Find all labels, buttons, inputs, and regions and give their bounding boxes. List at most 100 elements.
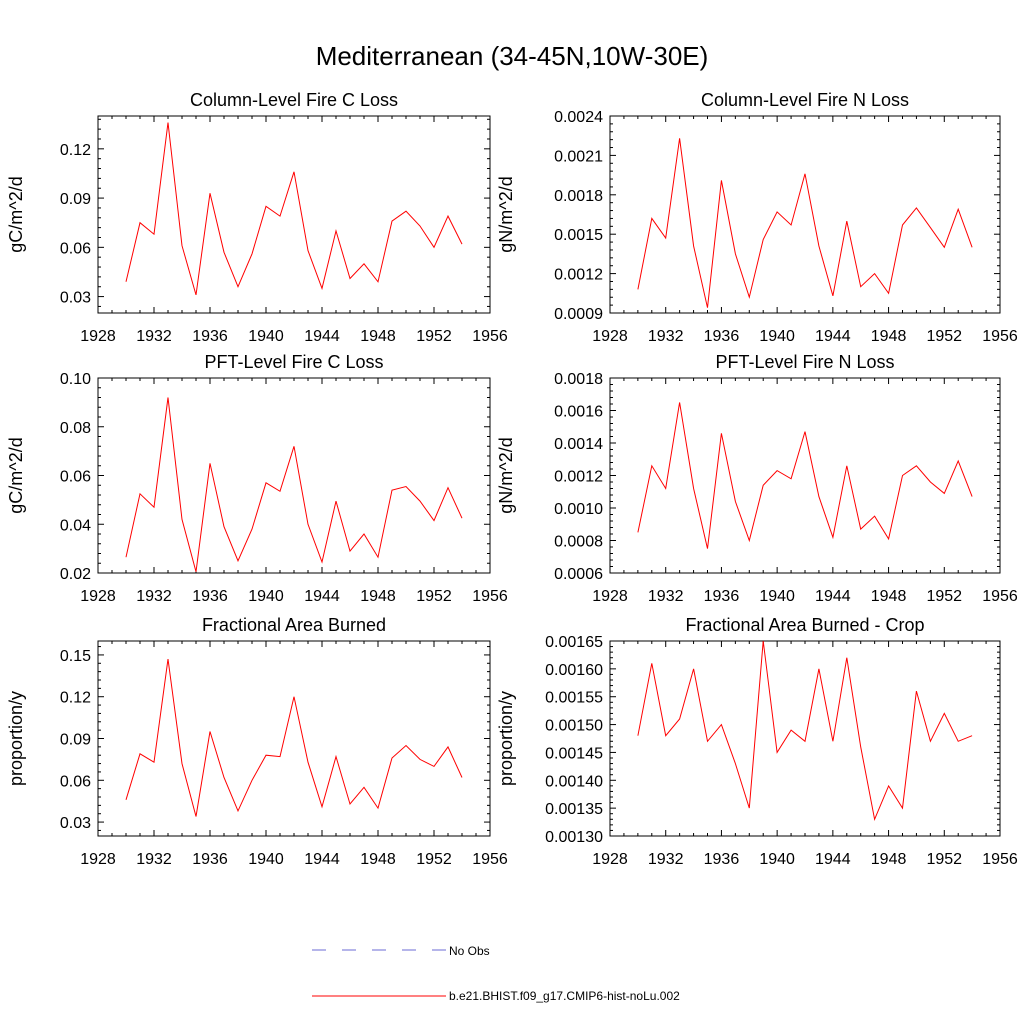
y-tick-label: 0.0016 bbox=[554, 404, 603, 421]
x-tick-label: 1948 bbox=[871, 851, 907, 868]
x-tick-label: 1928 bbox=[80, 588, 116, 605]
series-line bbox=[125, 122, 463, 296]
x-tick-label: 1932 bbox=[136, 588, 172, 605]
x-tick-label: 1956 bbox=[472, 851, 508, 868]
panel-title: Column-Level Fire N Loss bbox=[701, 90, 909, 110]
y-axis-label: proportion/y bbox=[6, 691, 26, 786]
x-tick-label: 1932 bbox=[648, 851, 684, 868]
y-tick-label: 0.00160 bbox=[545, 662, 603, 679]
y-tick-label: 0.09 bbox=[60, 191, 91, 208]
x-tick-label: 1956 bbox=[982, 851, 1018, 868]
x-tick-label: 1944 bbox=[815, 588, 851, 605]
x-tick-label: 1944 bbox=[304, 588, 340, 605]
x-tick-label: 1940 bbox=[248, 588, 284, 605]
series-line bbox=[125, 659, 463, 817]
figure-title: Mediterranean (34-45N,10W-30E) bbox=[316, 41, 709, 71]
x-tick-label: 1928 bbox=[80, 851, 116, 868]
y-tick-label: 0.0014 bbox=[554, 436, 603, 453]
panel-title: Column-Level Fire C Loss bbox=[190, 90, 398, 110]
x-tick-label: 1952 bbox=[926, 851, 962, 868]
panel-title: PFT-Level Fire C Loss bbox=[204, 352, 383, 372]
x-tick-label: 1948 bbox=[360, 851, 396, 868]
y-axis-label: gN/m^2/d bbox=[496, 176, 516, 252]
y-tick-label: 0.10 bbox=[60, 371, 91, 388]
y-tick-label: 0.06 bbox=[60, 469, 91, 486]
x-tick-label: 1948 bbox=[871, 588, 907, 605]
panel-title: Fractional Area Burned - Crop bbox=[685, 615, 924, 635]
x-tick-label: 1952 bbox=[416, 851, 452, 868]
x-tick-label: 1952 bbox=[416, 588, 452, 605]
y-tick-label: 0.0010 bbox=[554, 501, 603, 518]
y-tick-label: 0.0021 bbox=[554, 148, 603, 165]
x-tick-label: 1940 bbox=[248, 328, 284, 345]
y-tick-label: 0.06 bbox=[60, 240, 91, 257]
chart-panel: 1928 1932 1936 1940 1944 1948 1952 1956 0.0009 0.… bbox=[496, 90, 1018, 345]
plot-frame bbox=[609, 377, 1001, 574]
y-tick-label: 0.04 bbox=[60, 517, 91, 534]
y-tick-label: 0.00155 bbox=[545, 690, 603, 707]
y-tick-label: 0.0006 bbox=[554, 566, 603, 583]
plot-frame bbox=[609, 640, 1001, 837]
y-tick-label: 0.12 bbox=[60, 142, 91, 159]
panel-title: PFT-Level Fire N Loss bbox=[715, 352, 894, 372]
y-tick-label: 0.02 bbox=[60, 566, 91, 583]
x-tick-label: 1944 bbox=[815, 851, 851, 868]
panel-title: Fractional Area Burned bbox=[202, 615, 386, 635]
chart-panel: 1928 1932 1936 1940 1944 1948 1952 1956 0.02 0.04… bbox=[6, 352, 508, 605]
y-tick-label: 0.00150 bbox=[545, 718, 603, 735]
x-tick-label: 1948 bbox=[871, 328, 907, 345]
series-line bbox=[637, 402, 973, 549]
y-tick-label: 0.0018 bbox=[554, 188, 603, 205]
y-tick-label: 0.0018 bbox=[554, 371, 603, 388]
x-tick-label: 1956 bbox=[472, 588, 508, 605]
x-tick-label: 1936 bbox=[192, 328, 228, 345]
y-axis-label: gC/m^2/d bbox=[6, 176, 26, 252]
y-axis-label: proportion/y bbox=[496, 691, 516, 786]
x-tick-label: 1932 bbox=[136, 851, 172, 868]
x-tick-label: 1936 bbox=[192, 851, 228, 868]
series-line bbox=[637, 138, 973, 308]
y-tick-label: 0.0012 bbox=[554, 267, 603, 284]
x-tick-label: 1940 bbox=[759, 328, 795, 345]
y-tick-label: 0.00135 bbox=[545, 801, 603, 818]
y-tick-label: 0.09 bbox=[60, 732, 91, 749]
legend-label-model: b.e21.BHIST.f09_g17.CMIP6-hist-noLu.002 bbox=[449, 989, 680, 1003]
y-tick-label: 0.12 bbox=[60, 690, 91, 707]
chart-panel: 1928 1932 1936 1940 1944 1948 1952 1956 0.03 0.06… bbox=[6, 615, 508, 868]
series-line bbox=[637, 640, 973, 822]
x-tick-label: 1932 bbox=[648, 328, 684, 345]
x-tick-label: 1928 bbox=[592, 328, 628, 345]
y-tick-label: 0.0015 bbox=[554, 227, 603, 244]
x-tick-label: 1944 bbox=[815, 328, 851, 345]
x-tick-label: 1956 bbox=[982, 588, 1018, 605]
legend: No Obs b.e21.BHIST.f09_g17.CMIP6-hist-no… bbox=[312, 944, 680, 1003]
y-tick-label: 0.08 bbox=[60, 420, 91, 437]
x-tick-label: 1952 bbox=[926, 328, 962, 345]
y-tick-label: 0.00140 bbox=[545, 773, 603, 790]
x-tick-label: 1940 bbox=[759, 588, 795, 605]
y-tick-label: 0.0024 bbox=[554, 109, 603, 126]
x-tick-label: 1952 bbox=[926, 588, 962, 605]
y-tick-label: 0.00145 bbox=[545, 745, 603, 762]
y-tick-label: 0.00130 bbox=[545, 829, 603, 846]
x-tick-label: 1944 bbox=[304, 851, 340, 868]
x-tick-label: 1952 bbox=[416, 328, 452, 345]
x-tick-label: 1928 bbox=[592, 851, 628, 868]
x-tick-label: 1940 bbox=[248, 851, 284, 868]
x-tick-label: 1936 bbox=[704, 851, 740, 868]
x-tick-label: 1956 bbox=[982, 328, 1018, 345]
chart-panel: 1928 1932 1936 1940 1944 1948 1952 1956 0.0006 0.… bbox=[496, 352, 1018, 605]
x-tick-label: 1940 bbox=[759, 851, 795, 868]
chart-panel: 1928 1932 1936 1940 1944 1948 1952 1956 0.00130 0… bbox=[496, 615, 1018, 868]
series-line bbox=[125, 397, 463, 572]
x-tick-label: 1956 bbox=[472, 328, 508, 345]
x-tick-label: 1932 bbox=[648, 588, 684, 605]
y-tick-label: 0.00165 bbox=[545, 634, 603, 651]
x-tick-label: 1948 bbox=[360, 328, 396, 345]
plot-frame bbox=[97, 377, 491, 574]
legend-label-no-obs: No Obs bbox=[449, 944, 490, 958]
x-tick-label: 1936 bbox=[704, 588, 740, 605]
y-tick-label: 0.0009 bbox=[554, 306, 603, 323]
chart-panels: 1928 1932 1936 1940 1944 1948 1952 1956 0.03 0.06… bbox=[6, 90, 1018, 868]
